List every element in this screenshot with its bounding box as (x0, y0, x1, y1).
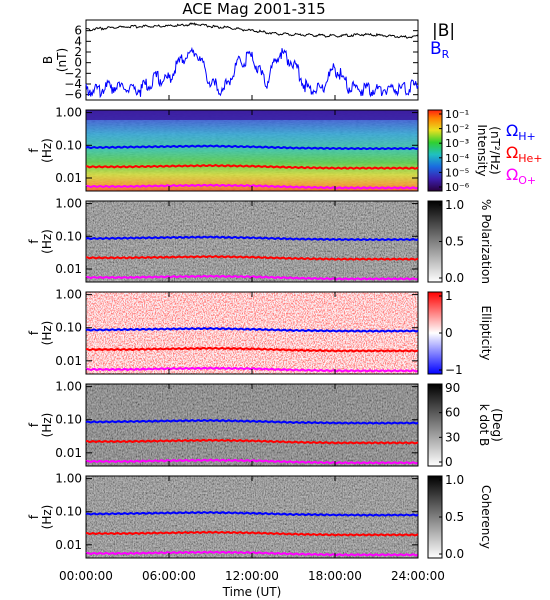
polarization-spectrogram-ytick-label: 0.01 (55, 262, 82, 276)
ellipticity-spectrogram-he-plus-line (86, 346, 419, 353)
kdotb-spectrogram-ylabel: f(Hz) (27, 413, 54, 438)
kdotb-spectrogram-ytick-label: 0.01 (55, 446, 82, 460)
kdotb-spectrogram-colorbar-tick-label: 0 (445, 455, 453, 469)
intensity-spectrogram-colorbar (427, 109, 443, 192)
kdotb-spectrogram-ytick-label: 1.00 (55, 380, 82, 394)
gyro-label-he-plus: ΩHe+ (506, 143, 543, 165)
ellipticity-spectrogram-h-plus-line (85, 326, 419, 333)
ellipticity-spectrogram-texture (86, 292, 418, 374)
magnetic-field-ytick-label: 4 (74, 34, 82, 48)
magnetic-field-ytick-label: 6 (74, 24, 82, 38)
magnetic-field-ytick-label: 2 (74, 45, 82, 59)
intensity-spectrogram-colorbar-label: Intensity(nT²/Hz) (475, 124, 502, 176)
magnetic-field-frame (85, 19, 419, 101)
coherency-spectrogram-texture (86, 476, 418, 558)
intensity-spectrogram-panel: 1.00 0.10 0.01f(Hz) 10⁻¹ 10⁻²10⁻³ 10⁻⁴10⁻⁵ 10⁻… (27, 106, 543, 194)
gyro-label-h-plus: ΩH+ (506, 121, 536, 143)
x-tick-label: 24:00:00 (391, 569, 445, 583)
coherency-spectrogram-o-plus-line (85, 550, 419, 557)
intensity-spectrogram-ytick-label: 0.10 (55, 138, 82, 152)
b-total-series-line (85, 22, 419, 39)
polarization-spectrogram-ytick-label: 0.10 (55, 229, 82, 243)
coherency-spectrogram-h-plus-line (85, 510, 419, 517)
figure-title: ACE Mag 2001-315 (182, 0, 325, 18)
kdotb-spectrogram-colorbar-tick-label: 60 (445, 406, 460, 420)
coherency-spectrogram-ylabel: f(Hz) (27, 505, 54, 530)
ellipticity-spectrogram-colorbar-tick-label: −1 (445, 363, 463, 377)
kdotb-spectrogram-he-plus-line (86, 438, 419, 445)
polarization-spectrogram-panel: 1.00 0.10 0.01f(Hz) 1.0 0.5 0.0 % Polarization (27, 197, 493, 285)
b-r-series-line (85, 46, 419, 99)
coherency-spectrogram-colorbar-label: Coherency (479, 485, 493, 549)
intensity-spectrogram-o-plus-line (85, 183, 419, 190)
polarization-spectrogram-he-plus-line (86, 255, 419, 261)
magnetic-field-ytick-label: −6 (64, 88, 82, 102)
magnetic-field-ytick-label: 0 (74, 56, 82, 70)
polarization-spectrogram-colorbar-tick-label: 1.0 (445, 198, 464, 212)
coherency-spectrogram-colorbar-tick-label: 1.0 (445, 473, 464, 487)
intensity-spectrogram-he-plus-line (86, 164, 419, 170)
legend-b-r: BR (430, 39, 450, 61)
kdotb-spectrogram-o-plus-line (85, 458, 419, 465)
kdotb-spectrogram-ytick-label: 0.10 (55, 413, 82, 427)
magnetic-field-ytick-label: −2 (64, 66, 82, 80)
legend-b-total: |B| (432, 21, 455, 41)
ellipticity-spectrogram-ytick-label: 0.10 (55, 321, 82, 335)
polarization-spectrogram-h-plus-line (85, 235, 419, 242)
kdotb-spectrogram-colorbar-tick-label: 90 (445, 381, 460, 395)
coherency-spectrogram-colorbar-tick-label: 0.5 (445, 510, 464, 524)
ellipticity-spectrogram-ytick-label: 1.00 (55, 288, 82, 302)
kdotb-spectrogram-panel: 1.00 0.10 0.01f(Hz) 90 60 30 0 k dot B(Deg) (27, 380, 504, 469)
coherency-spectrogram-ytick-label: 1.00 (55, 472, 82, 486)
intensity-spectrogram-colorbar-tick-label: 10⁻⁶ (445, 181, 470, 194)
x-tick-label: 12:00:00 (225, 569, 279, 583)
polarization-spectrogram-colorbar-tick-label: 0.5 (445, 235, 464, 249)
polarization-spectrogram-colorbar-tick-label: 0.0 (445, 271, 464, 285)
intensity-spectrogram-ytick-label: 1.00 (55, 106, 82, 120)
x-tick-label: 00:00:00 (59, 569, 113, 583)
coherency-spectrogram-ytick-label: 0.10 (55, 505, 82, 519)
x-tick-label: 06:00:00 (142, 569, 196, 583)
kdotb-spectrogram-colorbar-label: k dot B(Deg) (477, 404, 504, 446)
intensity-spectrogram-colorbar-tick-label: 10⁻¹ (445, 108, 469, 121)
intensity-spectrogram-ytick-label: 0.01 (55, 171, 82, 185)
gyro-label-o-plus: ΩO+ (506, 165, 536, 187)
polarization-spectrogram-texture (86, 201, 418, 282)
ellipticity-spectrogram-ylabel: f(Hz) (27, 321, 54, 346)
polarization-spectrogram-o-plus-line (85, 274, 419, 281)
intensity-spectrogram-colorbar-tick-label: 10⁻² (445, 123, 469, 136)
ellipticity-spectrogram-colorbar-tick-label: 0 (445, 326, 453, 340)
polarization-spectrogram-ylabel: f(Hz) (27, 229, 54, 254)
ellipticity-spectrogram-o-plus-line (85, 366, 419, 373)
intensity-spectrogram-ylabel: f(Hz) (27, 138, 54, 163)
kdotb-spectrogram-h-plus-line (85, 418, 419, 425)
intensity-spectrogram-colorbar-tick-label: 10⁻⁴ (445, 152, 470, 165)
coherency-spectrogram-colorbar-tick-label: 0.0 (445, 547, 464, 561)
coherency-spectrogram-he-plus-line (86, 530, 419, 537)
kdotb-spectrogram-colorbar-tick-label: 30 (445, 430, 460, 444)
ellipticity-spectrogram-colorbar-tick-label: 1 (445, 289, 453, 303)
intensity-spectrogram-texture (86, 110, 418, 191)
magnetic-field-ytick-label: −4 (64, 77, 82, 91)
coherency-spectrogram-ytick-label: 0.01 (55, 538, 82, 552)
x-tick-label: 18:00:00 (308, 569, 362, 583)
coherency-spectrogram-panel: 1.00 0.10 0.01f(Hz) 1.0 0.5 0.0 Coherency (27, 472, 493, 561)
ellipticity-spectrogram-colorbar-label: Ellipticity (479, 306, 493, 361)
intensity-spectrogram-colorbar-tick-label: 10⁻⁵ (445, 166, 469, 179)
ellipticity-spectrogram-panel: 1.00 0.10 0.01f(Hz) 1 0 −1 Ellipticity (27, 288, 493, 377)
intensity-spectrogram-h-plus-line (85, 144, 419, 151)
magnetic-field-ylabel: B(nT) (41, 48, 69, 72)
kdotb-spectrogram-texture (86, 384, 418, 466)
polarization-spectrogram-ytick-label: 1.00 (55, 197, 82, 211)
polarization-spectrogram-colorbar-label: % Polarization (479, 199, 493, 284)
ellipticity-spectrogram-ytick-label: 0.01 (55, 354, 82, 368)
intensity-spectrogram-colorbar-tick-label: 10⁻³ (445, 137, 469, 150)
kdotb-spectrogram-colorbar (427, 383, 443, 467)
x-axis-label: Time (UT) (222, 585, 282, 599)
